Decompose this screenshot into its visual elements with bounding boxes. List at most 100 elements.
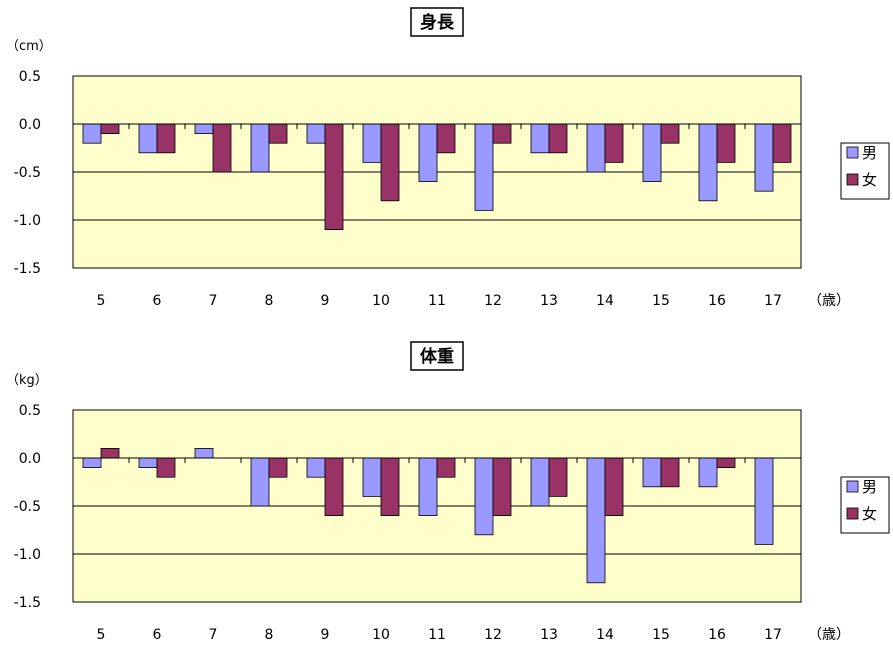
bar-female [100,123,120,134]
bar-male [362,123,382,163]
bar-female [436,123,456,154]
x-tick-label: 11 [428,293,446,309]
bar-female [380,123,400,202]
y-unit-label: （kg） [6,373,48,388]
bar-female [268,457,288,478]
bar-female [660,457,680,488]
x-tick-label: 17 [764,293,782,309]
legend-swatch [846,480,859,493]
bar-female [548,457,568,497]
legend-swatch [846,146,859,159]
bar-female [716,457,736,469]
bar-male [194,447,214,459]
bar-male [362,457,382,497]
x-tick-label: 10 [372,627,390,643]
bar-female [380,457,400,516]
bar-male [82,457,102,469]
x-tick-label: 7 [209,627,218,643]
bar-male [586,123,606,173]
bar-female [212,123,232,173]
x-tick-label: 7 [209,293,218,309]
x-tick-label: 12 [484,293,502,309]
legend-swatch [846,173,859,186]
bar-male [474,457,494,536]
chart-title: 体重 [420,346,454,367]
bar-male [194,123,214,134]
chart-title: 身長 [420,12,455,33]
legend-swatch [846,507,859,520]
bar-male [250,123,270,173]
bar-male [138,457,158,469]
x-tick-label: 8 [265,627,274,643]
y-unit-label: （cm） [6,39,52,54]
legend-label: 男 [862,144,877,162]
x-tick-label: 15 [652,627,670,643]
bar-male [642,457,662,488]
x-tick-label: 14 [596,627,614,643]
bar-male [138,123,158,154]
y-tick-label: -0.5 [14,499,41,515]
y-tick-label: 0.0 [19,117,41,133]
bar-female [604,123,624,163]
x-tick-label: 6 [153,293,162,309]
bar-male [754,123,774,192]
x-tick-label: 9 [321,293,330,309]
x-tick-label: 8 [265,293,274,309]
x-tick-label: 10 [372,293,390,309]
x-tick-label: 6 [153,627,162,643]
x-unit-label: （歳） [808,293,850,309]
bar-female [324,123,344,230]
bar-female [604,457,624,516]
bar-male [306,123,326,144]
x-tick-label: 13 [540,627,558,643]
bar-male [530,457,550,507]
bar-male [530,123,550,154]
x-tick-label: 13 [540,293,558,309]
bar-female [716,123,736,163]
y-tick-label: 0.5 [19,403,41,419]
bar-female [324,457,344,516]
bar-female [660,123,680,144]
x-tick-label: 16 [708,627,726,643]
bar-female [492,457,512,516]
bar-female [268,123,288,144]
bar-female [156,457,176,478]
bar-male [250,457,270,507]
y-tick-label: -1.5 [14,595,41,611]
bar-female [492,123,512,144]
x-tick-label: 16 [708,293,726,309]
legend-label: 女 [862,505,877,523]
legend-label: 男 [862,478,877,496]
bar-male [754,457,774,545]
bar-male [698,457,718,488]
bar-male [82,123,102,144]
bar-female [100,447,120,459]
bar-male [642,123,662,182]
bar-male [474,123,494,211]
x-tick-label: 11 [428,627,446,643]
title-box [410,7,464,37]
title-box [410,341,464,371]
x-tick-label: 15 [652,293,670,309]
x-tick-label: 17 [764,627,782,643]
bar-female [436,457,456,478]
bar-male [418,123,438,182]
y-tick-label: -1.0 [14,213,41,229]
y-tick-label: -1.5 [14,261,41,277]
bar-female [548,123,568,154]
x-tick-label: 12 [484,627,502,643]
y-tick-label: 0.5 [19,69,41,85]
y-tick-label: -1.0 [14,547,41,563]
bar-male [306,457,326,478]
bar-male [698,123,718,202]
chart-2: 0.5 0.0 -0.5 -1.0 -1.5 体重 （kg） （歳） 5 6 7 8 9 10 11 12 13… [6,341,890,643]
x-tick-label: 5 [97,627,106,643]
x-tick-label: 14 [596,293,614,309]
y-tick-label: -0.5 [14,165,41,181]
bar-female [156,123,176,154]
y-tick-label: 0.0 [19,451,41,467]
legend-label: 女 [862,171,877,189]
bar-female [772,123,792,163]
